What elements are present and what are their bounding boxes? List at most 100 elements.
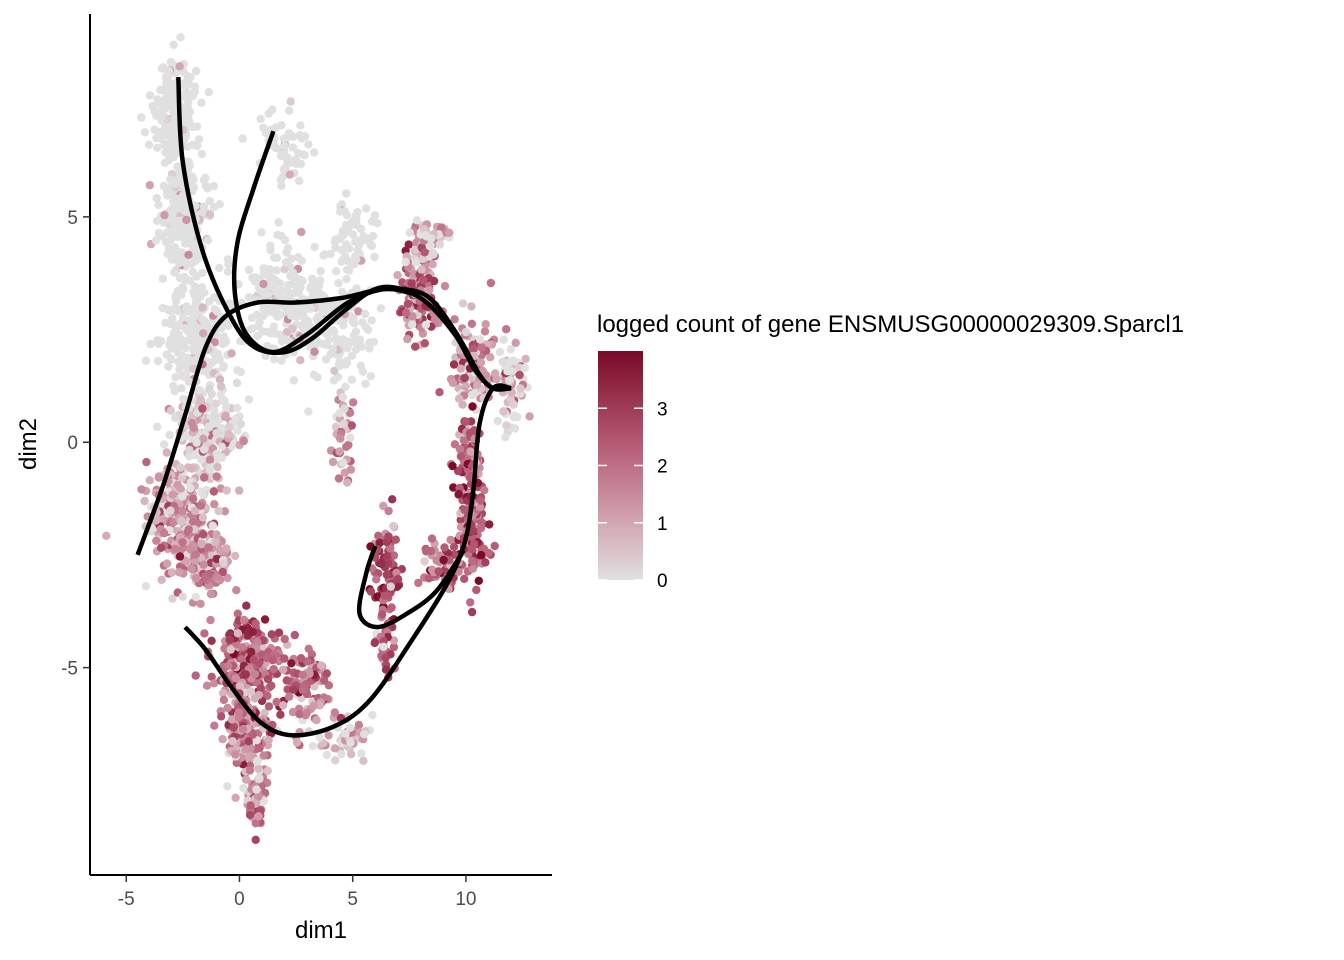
data-point xyxy=(309,148,319,157)
data-point xyxy=(291,155,300,164)
data-point xyxy=(264,735,273,745)
data-point xyxy=(481,558,490,567)
data-point xyxy=(407,279,416,288)
data-point xyxy=(206,359,215,369)
data-point xyxy=(246,647,256,656)
data-point xyxy=(331,243,340,252)
data-point xyxy=(492,375,501,384)
data-point xyxy=(166,406,176,415)
data-point xyxy=(183,142,192,151)
data-point xyxy=(283,158,292,167)
data-point xyxy=(476,550,486,560)
data-point xyxy=(308,288,318,297)
data-point xyxy=(391,535,400,544)
data-point xyxy=(175,166,184,176)
data-point xyxy=(194,135,204,144)
data-point xyxy=(425,285,434,295)
data-point xyxy=(506,345,515,354)
data-point xyxy=(250,669,260,679)
data-point xyxy=(192,272,201,281)
data-point xyxy=(511,338,520,347)
data-point xyxy=(260,268,269,277)
data-point xyxy=(145,91,155,100)
data-point xyxy=(360,730,369,739)
data-point xyxy=(187,464,197,473)
data-point xyxy=(248,730,258,739)
data-point xyxy=(387,603,396,612)
legend: logged count of gene ENSMUSG00000029309.… xyxy=(597,311,1184,592)
data-point xyxy=(440,543,449,552)
data-point xyxy=(175,552,185,561)
data-point xyxy=(220,644,229,653)
data-point xyxy=(233,609,242,618)
trajectory-curve xyxy=(356,545,466,630)
data-point xyxy=(163,559,172,568)
data-point xyxy=(238,643,247,652)
data-point xyxy=(176,463,185,472)
data-point xyxy=(181,239,190,248)
data-point xyxy=(146,339,155,349)
data-point xyxy=(329,326,338,335)
data-point xyxy=(469,539,479,548)
data-point xyxy=(339,321,348,330)
data-point xyxy=(446,535,455,545)
data-point xyxy=(232,403,242,413)
data-point xyxy=(328,457,338,467)
data-point xyxy=(187,172,197,181)
data-point xyxy=(280,634,289,644)
data-point xyxy=(241,775,251,784)
data-point xyxy=(335,408,344,418)
data-point xyxy=(246,801,255,810)
data-point xyxy=(315,701,324,710)
data-point xyxy=(191,573,201,583)
data-point xyxy=(277,150,286,159)
data-point xyxy=(168,490,177,499)
data-point xyxy=(218,567,227,577)
data-point xyxy=(254,792,263,801)
data-point xyxy=(295,131,305,140)
data-point xyxy=(193,323,202,333)
data-point xyxy=(152,536,161,545)
data-point xyxy=(154,356,163,366)
data-point xyxy=(171,544,180,554)
data-point xyxy=(260,708,269,717)
data-point xyxy=(320,676,329,685)
data-point xyxy=(200,319,210,328)
data-point xyxy=(278,665,288,674)
data-point xyxy=(173,480,182,489)
data-point xyxy=(167,344,176,353)
data-point xyxy=(238,134,247,143)
data-point xyxy=(219,559,228,568)
data-point xyxy=(309,701,319,710)
data-point xyxy=(316,267,325,276)
data-point xyxy=(217,712,226,721)
data-point xyxy=(187,418,197,428)
data-point xyxy=(349,331,359,340)
data-point xyxy=(183,108,192,117)
data-point xyxy=(170,268,179,277)
data-point xyxy=(335,434,345,443)
data-point xyxy=(420,248,429,257)
data-point xyxy=(477,343,486,352)
data-point xyxy=(440,281,450,291)
data-point xyxy=(255,743,264,753)
data-point xyxy=(280,235,290,245)
data-point xyxy=(162,448,171,457)
data-point xyxy=(335,447,344,456)
data-point xyxy=(330,708,339,717)
data-point xyxy=(405,228,414,237)
x-axis-title: dim1 xyxy=(295,917,347,944)
y-tick-label: 5 xyxy=(67,208,78,229)
data-point xyxy=(102,531,111,540)
data-point xyxy=(227,442,236,451)
data-point xyxy=(276,710,285,719)
data-point xyxy=(346,749,356,759)
data-point xyxy=(502,421,511,430)
data-point xyxy=(467,319,477,328)
data-point xyxy=(197,539,206,548)
data-point xyxy=(476,524,486,533)
data-point xyxy=(191,550,200,559)
data-point xyxy=(365,344,374,353)
data-point xyxy=(178,492,187,501)
data-point xyxy=(455,444,465,454)
